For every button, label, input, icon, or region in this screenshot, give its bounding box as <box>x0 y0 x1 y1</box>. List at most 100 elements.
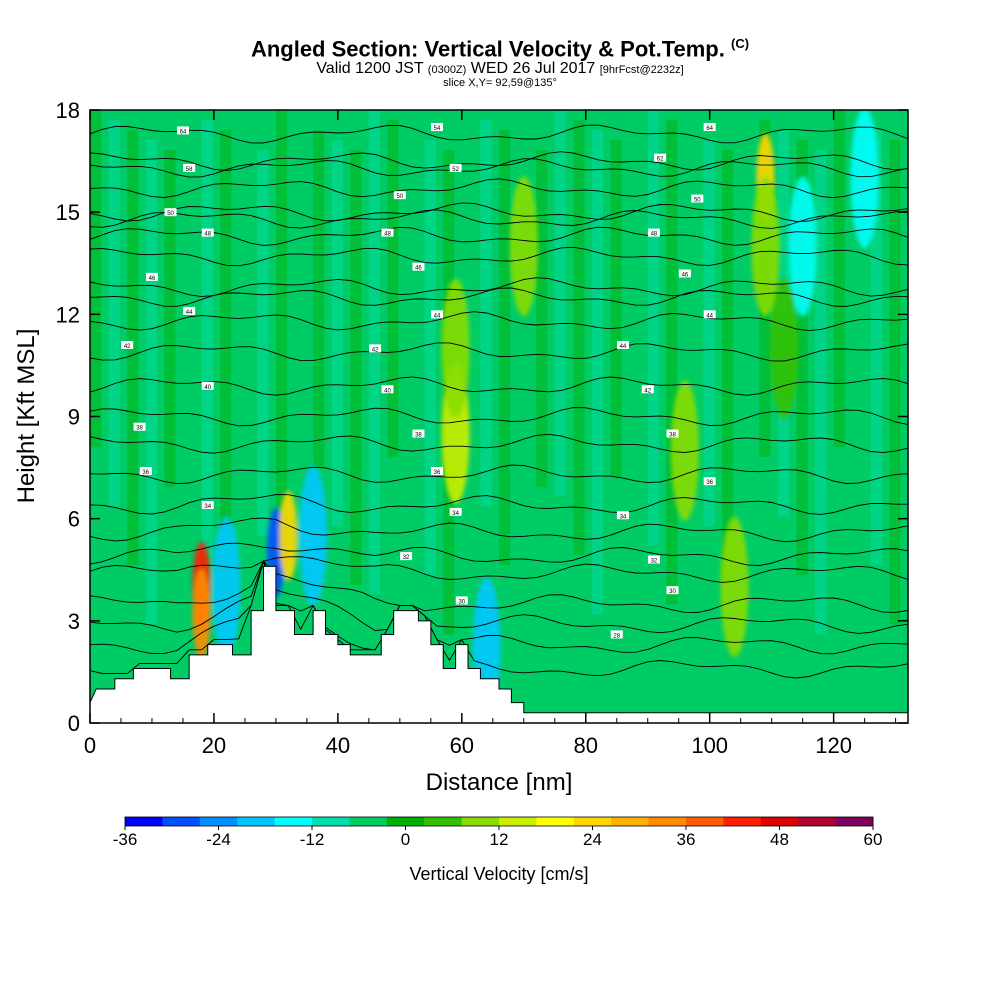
velocity-feature <box>850 110 879 249</box>
velocity-stripe <box>591 130 604 615</box>
contour-label: 44 <box>703 310 716 319</box>
contour-label-box <box>145 272 158 281</box>
contour-label-text: 34 <box>452 511 459 517</box>
contour-label-box <box>133 422 146 431</box>
subtitle-valid: Valid 1200 JST <box>316 60 424 77</box>
velocity-stripe <box>350 150 362 586</box>
colorbar-label: Vertical Velocity [cm/s] <box>409 864 588 884</box>
contour-label: 48 <box>201 228 214 238</box>
contour-label: 42 <box>121 340 134 350</box>
contour-label: 48 <box>381 228 394 238</box>
colorbar-swatch <box>648 817 687 826</box>
contour-label: 46 <box>412 262 425 272</box>
velocity-stripe <box>684 130 697 468</box>
velocity-stripe <box>647 110 659 546</box>
contour-label: 64 <box>176 126 189 135</box>
contour-label-box <box>641 385 654 394</box>
contour-label-text: 46 <box>149 276 156 282</box>
colorbar-tick-label: 36 <box>677 830 696 849</box>
colorbar-swatch <box>723 817 762 826</box>
contour-label: 54 <box>431 123 444 132</box>
contour-label-text: 40 <box>204 385 211 391</box>
contour-label: 36 <box>703 477 716 486</box>
isentrope-line <box>90 560 908 613</box>
contour-label-text: 64 <box>180 129 187 135</box>
colorbar-tick-label: 0 <box>401 830 410 849</box>
isentrope-line <box>90 178 908 199</box>
contour-labels: 64 58 50 48 46 44 42 40 38 36 34 54 52 50 48 46 44 42 40 38… <box>121 123 716 639</box>
contour-label-text: 48 <box>651 232 658 238</box>
contour-label-text: 46 <box>415 266 422 272</box>
contour-label-box <box>678 269 691 278</box>
contour-label-text: 48 <box>204 232 211 238</box>
velocity-stripe <box>331 140 343 527</box>
colorbar-tick-label: 60 <box>864 830 883 849</box>
contour-label-text: 42 <box>644 388 651 394</box>
x-tick-label: 40 <box>326 733 350 758</box>
contour-label-box <box>431 123 444 132</box>
y-tick-label: 18 <box>56 98 80 123</box>
colorbar-tick-label: -24 <box>206 830 231 849</box>
contour-label: 44 <box>616 340 629 350</box>
colorbar-tick-label: 48 <box>770 830 789 849</box>
chart-title: Angled Section: Vertical Velocity & Pot.… <box>0 36 1000 62</box>
y-tick-label: 3 <box>68 609 80 634</box>
contour-label-box <box>381 228 394 237</box>
velocity-stripe <box>554 110 566 497</box>
contour-label-text: 42 <box>124 344 131 350</box>
velocity-stripe <box>294 120 306 605</box>
contour-label-box <box>369 344 382 353</box>
subtitle-utc: (0300Z) <box>427 64 467 76</box>
velocity-feature <box>770 278 799 419</box>
x-tick-label: 80 <box>574 733 598 758</box>
contour-label-box <box>616 511 629 520</box>
contour-label-text: 36 <box>434 470 441 476</box>
y-tick-label: 15 <box>56 200 80 225</box>
contour-label-text: 50 <box>397 194 404 200</box>
contour-label-box <box>183 306 196 315</box>
contour-label-box <box>647 555 660 564</box>
contour-label-box <box>703 477 716 486</box>
isentrope-line <box>90 246 908 267</box>
velocity-stripe <box>461 110 473 448</box>
colorbar-swatch <box>461 817 500 826</box>
contour-label-box <box>654 153 667 162</box>
velocity-stripe <box>275 110 288 546</box>
contour-label-text: 34 <box>620 514 627 520</box>
terrain <box>90 565 908 723</box>
velocity-stripe <box>220 130 232 615</box>
subtitle-date: WED 26 Jul 2017 <box>470 60 596 77</box>
contour-label: 52 <box>449 163 462 173</box>
y-tick-label: 0 <box>68 711 80 736</box>
isentrope-line <box>90 542 908 566</box>
x-tick-label: 0 <box>84 733 96 758</box>
contour-label: 30 <box>666 586 679 595</box>
velocity-feature <box>509 176 538 317</box>
contour-label-box <box>610 630 623 639</box>
contour-label: 62 <box>654 153 667 163</box>
isentrope-line <box>90 202 908 222</box>
contour-label: 38 <box>412 429 425 439</box>
isentropes <box>90 124 908 679</box>
velocity-stripe <box>536 150 548 488</box>
contour-label-box <box>164 208 177 217</box>
y-tick-label: 12 <box>56 302 80 327</box>
contour-label-text: 30 <box>458 599 465 605</box>
velocity-stripe <box>201 120 213 556</box>
y-tick-label: 9 <box>68 405 80 430</box>
isentrope-line <box>90 433 908 454</box>
velocity-feature <box>279 490 298 581</box>
y-axis-label: Height [Kft MSL] <box>13 329 40 504</box>
contour-label: 42 <box>641 385 654 394</box>
colorbar-tick-label: -36 <box>113 830 138 849</box>
isentrope-line <box>90 226 908 246</box>
isentrope-line <box>90 517 908 543</box>
colorbar-swatch <box>798 817 837 826</box>
contour-label-box <box>412 429 425 438</box>
contour-label: 42 <box>369 344 382 353</box>
velocity-stripe <box>313 130 325 468</box>
colorbar-swatch <box>760 817 799 826</box>
isentrope-line <box>90 311 908 332</box>
contour-label-box <box>139 466 152 475</box>
